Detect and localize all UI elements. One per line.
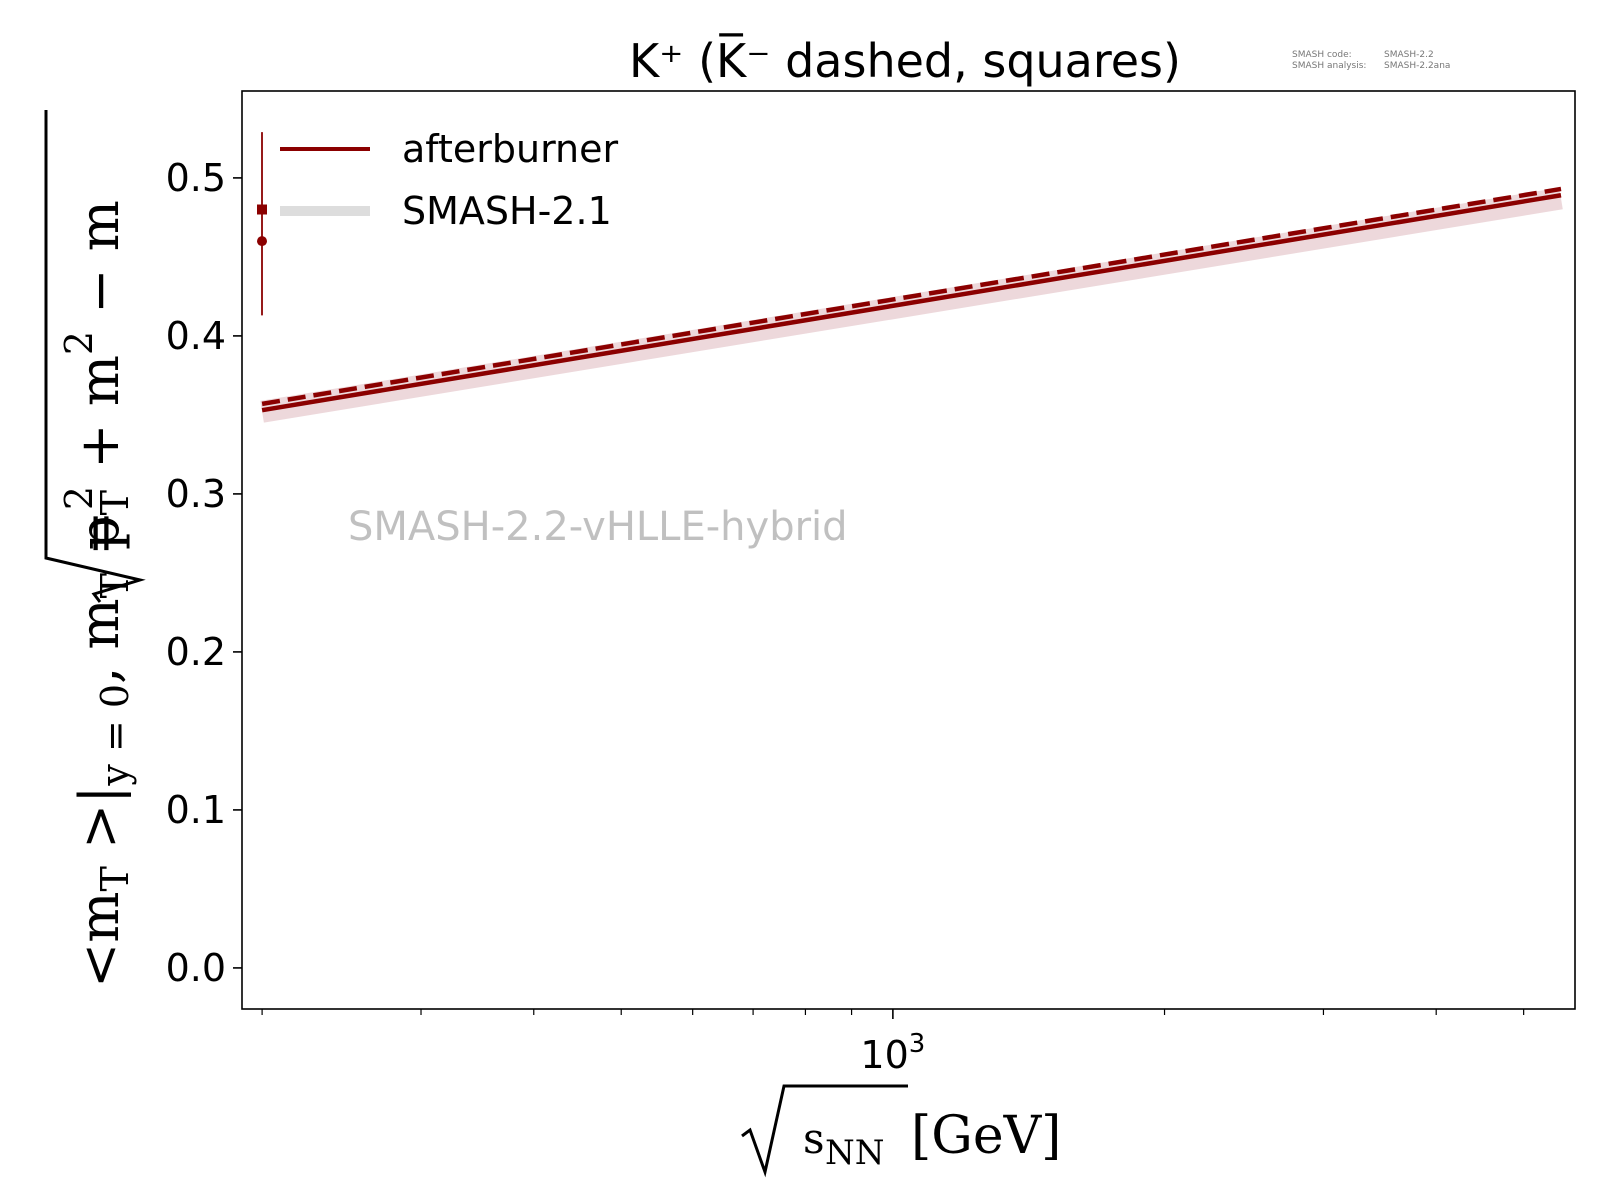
y-tick-label: 0.2 xyxy=(166,630,226,674)
x-axis-label-subscript: NN xyxy=(825,1133,885,1173)
x-axis-label-s: s xyxy=(803,1114,825,1163)
x-tick-label-base: 10 xyxy=(860,1033,908,1077)
series-line-layer xyxy=(261,186,1562,413)
x-tick-label-1000: 103 xyxy=(860,1029,925,1077)
x-ticks xyxy=(261,1009,1525,1019)
watermark: SMASH-2.2-vHLLE-hybrid xyxy=(348,504,848,550)
plot-area xyxy=(242,91,1575,1009)
y-tick-label: 0.1 xyxy=(166,788,226,832)
y-ticks: 0.0 0.1 0.2 0.3 0.4 0.5 xyxy=(166,156,242,990)
x-axis-label-sqrt-sign xyxy=(741,1084,908,1178)
y-axis-label: <mT >|y = 0, mT = pT2 + m2 − m xyxy=(44,110,146,988)
series-line-k-plus-solid xyxy=(261,193,1562,413)
y-tick-label: 0.5 xyxy=(166,156,226,200)
meta-analysis-value: SMASH-2.2ana xyxy=(1384,61,1451,71)
y-tick-label: 0.3 xyxy=(166,472,226,516)
meta-code-value: SMASH-2.2 xyxy=(1384,50,1434,60)
y-axis-label-sqrt-sign xyxy=(44,110,146,603)
legend-label-smash-2-1: SMASH-2.1 xyxy=(402,189,612,233)
meta-analysis-label: SMASH analysis: xyxy=(1292,61,1367,71)
legend-label-afterburner: afterburner xyxy=(402,127,619,171)
x-axis-label: s NN [GeV] xyxy=(741,1084,1061,1178)
chart-title: K⁺ (K̅⁻ dashed, squares) xyxy=(629,33,1181,88)
y-axis-label-radicand: pT2 + m2 − m xyxy=(57,200,137,550)
legend-markers xyxy=(257,132,267,316)
y-tick-label: 0.4 xyxy=(166,314,226,358)
axes-frame xyxy=(241,90,1576,1010)
y-tick-label: 0.0 xyxy=(166,946,226,990)
y-axis-label-mean-mt: <mT >|y = 0, mT = xyxy=(68,511,137,988)
x-tick-label-exponent: 3 xyxy=(909,1029,926,1059)
legend-square-marker xyxy=(257,204,267,215)
legend: afterburner SMASH-2.1 xyxy=(280,127,619,233)
series-line-k-minus-dashed xyxy=(261,186,1562,407)
meta-code-label: SMASH code: xyxy=(1292,50,1352,60)
legend-circle-marker xyxy=(257,236,267,247)
x-axis-label-unit: [GeV] xyxy=(911,1106,1061,1166)
